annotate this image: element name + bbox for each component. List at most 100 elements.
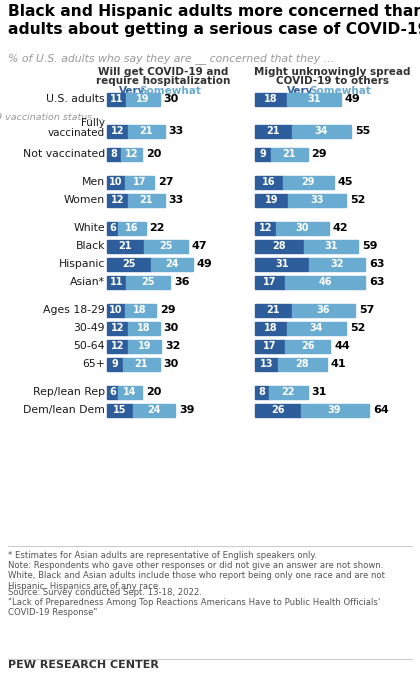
Bar bbox=[107, 193, 128, 206]
Text: 11: 11 bbox=[110, 94, 123, 104]
Bar bbox=[107, 240, 144, 253]
Text: Fully
vaccinated: Fully vaccinated bbox=[48, 118, 105, 138]
Text: 25: 25 bbox=[159, 241, 172, 251]
Bar bbox=[107, 358, 123, 370]
Text: 16: 16 bbox=[262, 177, 276, 187]
Text: 9: 9 bbox=[260, 149, 266, 159]
Bar bbox=[128, 321, 160, 334]
Text: 59: 59 bbox=[362, 241, 378, 251]
Text: 32: 32 bbox=[165, 341, 181, 351]
Bar bbox=[128, 340, 161, 353]
Bar bbox=[107, 125, 128, 138]
Text: 22: 22 bbox=[150, 223, 165, 233]
Bar bbox=[118, 385, 142, 398]
Text: Very: Very bbox=[119, 86, 145, 96]
Text: 21: 21 bbox=[282, 149, 296, 159]
Text: 11: 11 bbox=[110, 277, 123, 287]
Text: 29: 29 bbox=[302, 177, 315, 187]
Text: 49: 49 bbox=[197, 259, 213, 269]
Bar bbox=[107, 93, 126, 106]
Text: 12: 12 bbox=[259, 223, 272, 233]
Text: 21: 21 bbox=[118, 241, 132, 251]
Text: "Lack of Preparedness Among Top Reactions Americans Have to Public Health Offici: "Lack of Preparedness Among Top Reaction… bbox=[8, 598, 381, 618]
Bar bbox=[107, 176, 124, 189]
Text: 33: 33 bbox=[310, 195, 324, 205]
Text: 39: 39 bbox=[328, 405, 341, 415]
Text: 52: 52 bbox=[350, 323, 365, 333]
Text: 19: 19 bbox=[136, 94, 150, 104]
Bar bbox=[255, 93, 286, 106]
Text: 34: 34 bbox=[310, 323, 323, 333]
Text: 30-49: 30-49 bbox=[74, 323, 105, 333]
Bar bbox=[309, 257, 365, 270]
Text: 39: 39 bbox=[179, 405, 195, 415]
Bar bbox=[255, 404, 300, 417]
Text: Ages 18-29: Ages 18-29 bbox=[43, 305, 105, 315]
Text: 21: 21 bbox=[267, 305, 280, 315]
Text: 28: 28 bbox=[273, 241, 286, 251]
Text: 8: 8 bbox=[110, 149, 118, 159]
Text: Hispanic: Hispanic bbox=[59, 259, 105, 269]
Bar bbox=[107, 304, 124, 317]
Bar bbox=[107, 385, 118, 398]
Text: 29: 29 bbox=[160, 305, 176, 315]
Text: 55: 55 bbox=[355, 126, 370, 136]
Text: 36: 36 bbox=[317, 305, 330, 315]
Text: Rep/lean Rep: Rep/lean Rep bbox=[33, 387, 105, 397]
Bar bbox=[123, 358, 160, 370]
Text: 30: 30 bbox=[163, 359, 179, 369]
Text: 30: 30 bbox=[163, 323, 179, 333]
Text: 8: 8 bbox=[259, 387, 265, 397]
Text: 63: 63 bbox=[369, 259, 385, 269]
Text: Women: Women bbox=[64, 195, 105, 205]
Text: 24: 24 bbox=[165, 259, 178, 269]
Text: 63: 63 bbox=[369, 277, 385, 287]
Bar bbox=[124, 176, 154, 189]
Text: COVID-19 to others: COVID-19 to others bbox=[276, 76, 389, 86]
Bar bbox=[151, 257, 193, 270]
Bar bbox=[300, 404, 369, 417]
Bar bbox=[276, 221, 328, 234]
Bar bbox=[124, 304, 156, 317]
Text: 12: 12 bbox=[111, 126, 124, 136]
Bar bbox=[269, 385, 307, 398]
Bar bbox=[271, 148, 307, 161]
Text: Note: Respondents who gave other responses or did not give an answer are not sho: Note: Respondents who gave other respons… bbox=[8, 561, 385, 591]
Bar bbox=[255, 276, 285, 289]
Text: 52: 52 bbox=[350, 195, 365, 205]
Bar bbox=[304, 240, 358, 253]
Bar bbox=[255, 358, 278, 370]
Text: 41: 41 bbox=[331, 359, 346, 369]
Text: 6: 6 bbox=[109, 223, 116, 233]
Text: 31: 31 bbox=[276, 259, 289, 269]
Text: 21: 21 bbox=[267, 126, 280, 136]
Bar bbox=[286, 93, 341, 106]
Text: 47: 47 bbox=[192, 241, 207, 251]
Text: require hospitalization: require hospitalization bbox=[96, 76, 230, 86]
Bar bbox=[255, 385, 269, 398]
Text: 42: 42 bbox=[333, 223, 348, 233]
Text: Dem/lean Dem: Dem/lean Dem bbox=[23, 405, 105, 415]
Bar bbox=[285, 276, 365, 289]
Bar bbox=[255, 176, 283, 189]
Bar bbox=[128, 193, 165, 206]
Bar bbox=[126, 276, 170, 289]
Bar bbox=[255, 221, 276, 234]
Bar bbox=[255, 257, 309, 270]
Text: 10: 10 bbox=[109, 177, 123, 187]
Text: 65+: 65+ bbox=[82, 359, 105, 369]
Text: 21: 21 bbox=[139, 126, 153, 136]
Text: 31: 31 bbox=[312, 387, 327, 397]
Text: Asian*: Asian* bbox=[70, 277, 105, 287]
Text: Somewhat: Somewhat bbox=[309, 86, 371, 96]
Text: 26: 26 bbox=[301, 341, 314, 351]
Text: 29: 29 bbox=[312, 149, 327, 159]
Text: 45: 45 bbox=[338, 177, 353, 187]
Text: 28: 28 bbox=[295, 359, 309, 369]
Bar bbox=[283, 176, 334, 189]
Text: 25: 25 bbox=[122, 259, 136, 269]
Bar bbox=[288, 193, 346, 206]
Bar bbox=[107, 340, 128, 353]
Text: 18: 18 bbox=[137, 323, 150, 333]
Text: 26: 26 bbox=[271, 405, 284, 415]
